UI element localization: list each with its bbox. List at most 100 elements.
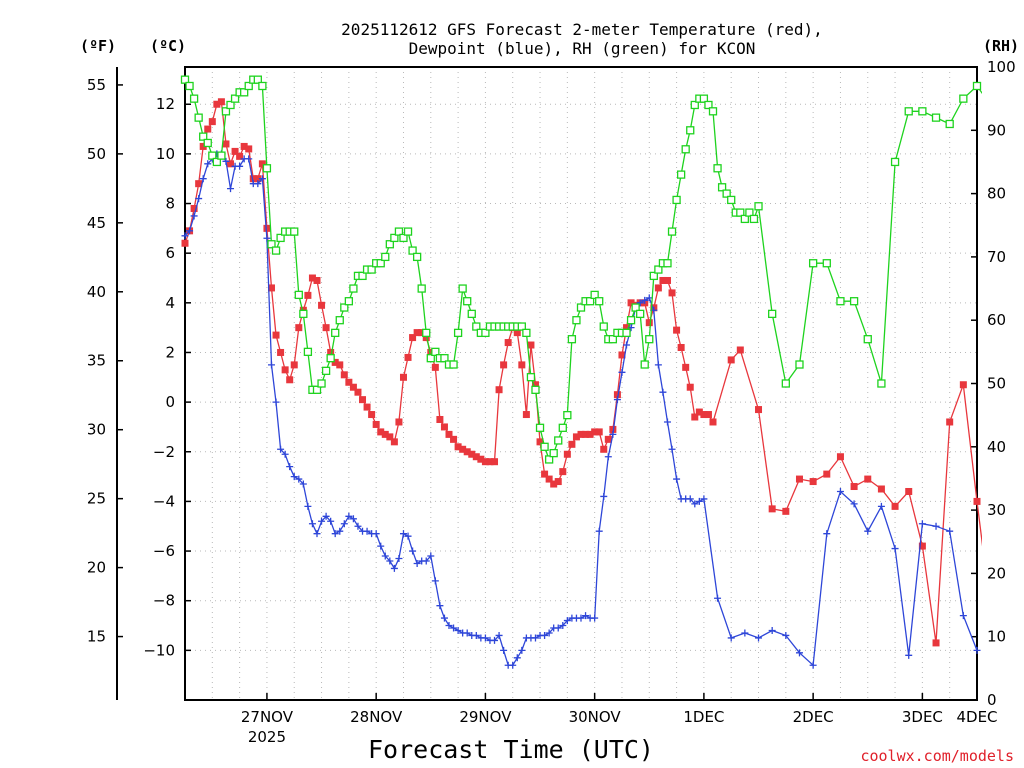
temperature-point: [245, 145, 253, 153]
fahrenheit-tick-label: 15: [87, 628, 106, 646]
rh-point: [667, 227, 677, 236]
dewpoint-point: [636, 299, 644, 307]
rh-point: [686, 126, 695, 135]
temperature-point: [213, 100, 221, 108]
temperature-point: [568, 440, 576, 448]
temperature-point: [345, 378, 353, 386]
rh-point: [317, 379, 326, 388]
celsius-tick-label: −6: [153, 542, 175, 560]
temperature-point: [891, 502, 899, 510]
celsius-tick-label: 10: [156, 145, 175, 163]
rh-point: [863, 335, 872, 344]
dewpoint-point: [541, 631, 549, 639]
temperature-point: [390, 438, 398, 446]
dewpoint-point: [513, 654, 521, 662]
temperature-point: [222, 140, 230, 148]
temperature-series: [181, 98, 982, 647]
rh-point: [699, 94, 709, 103]
dewpoint-point: [673, 475, 681, 483]
rh-point: [422, 328, 431, 338]
temperature-point: [522, 411, 530, 419]
rh-point: [399, 233, 408, 243]
temperature-point: [399, 373, 407, 381]
rh-point: [199, 132, 208, 141]
rh-point: [535, 423, 545, 432]
dewpoint-point: [695, 497, 703, 505]
dewpoint-point: [354, 522, 362, 530]
temperature-point: [422, 334, 430, 342]
dewpoint-point: [227, 185, 235, 193]
temperature-point: [240, 142, 248, 150]
temperature-point: [431, 363, 439, 371]
rh-point: [808, 259, 818, 268]
dewpoint-point: [836, 487, 844, 495]
dewpoint-point: [258, 175, 266, 183]
temperature-point: [536, 438, 544, 446]
temperature-point: [627, 299, 635, 307]
temperature-point: [645, 319, 653, 327]
temperature-point: [736, 346, 744, 354]
dewpoint-point: [691, 500, 699, 508]
temperature-point: [704, 411, 712, 419]
rh-point: [189, 94, 199, 103]
temperature-point: [905, 487, 913, 495]
rh-point: [458, 284, 467, 293]
rh-point: [663, 259, 672, 268]
temperature-point: [463, 448, 471, 456]
temperature-point: [582, 430, 590, 438]
temperature-point: [795, 475, 803, 483]
rh-tick-label: 0: [987, 691, 997, 709]
dewpoint-point: [263, 234, 271, 242]
rh-point: [290, 227, 299, 236]
temperature-point: [864, 475, 872, 483]
fahrenheit-tick-label: 55: [87, 76, 106, 94]
dewpoint-point: [363, 527, 371, 535]
temperature-point: [823, 470, 831, 478]
rh-point: [262, 164, 272, 173]
rh-point: [576, 303, 586, 312]
rh-point: [426, 354, 435, 363]
temperature-point: [668, 289, 676, 297]
rh-point: [836, 297, 845, 306]
dewpoint-point: [195, 195, 203, 203]
x-tick-label: 3DEC: [902, 708, 943, 726]
temperature-point: [755, 406, 763, 414]
temperature-point: [413, 329, 421, 337]
dewpoint-point: [190, 212, 198, 220]
temperature-point: [586, 430, 594, 438]
dewpoint-point: [686, 495, 694, 503]
temperature-point: [491, 458, 499, 466]
dewpoint-point: [613, 396, 621, 404]
series-group: [180, 75, 982, 669]
temperature-point: [877, 485, 885, 493]
rh-point: [749, 214, 759, 224]
temperature-point: [604, 435, 612, 443]
temperature-point: [368, 411, 376, 419]
rh-point: [622, 328, 631, 338]
rh-point: [690, 100, 699, 110]
dewpoint-point: [413, 559, 421, 567]
fahrenheit-tick-label: 35: [87, 352, 106, 370]
dewpoint-point: [281, 450, 289, 458]
temperature-point: [204, 125, 212, 133]
rh-point: [681, 145, 690, 154]
rh-point: [481, 328, 490, 338]
temperature-point: [459, 445, 467, 453]
temperature-point: [195, 180, 203, 188]
dewpoint-point: [545, 629, 553, 637]
temperature-point: [932, 639, 940, 647]
temperature-point: [481, 458, 489, 466]
rh-point: [959, 94, 968, 103]
dewpoint-point: [891, 545, 899, 553]
x-tick-label: 30NOV: [569, 708, 622, 726]
rh-point: [376, 259, 385, 268]
rh-tick-label: 30: [987, 501, 1006, 519]
dewpoint-point: [299, 480, 307, 488]
dewpoint-point: [340, 520, 348, 528]
rh-point: [554, 436, 563, 445]
rh-point: [717, 183, 727, 192]
dewpoint-point: [491, 636, 499, 644]
dewpoint-point: [481, 634, 489, 642]
rh-point: [918, 107, 927, 116]
dewpoint-point: [604, 453, 612, 461]
